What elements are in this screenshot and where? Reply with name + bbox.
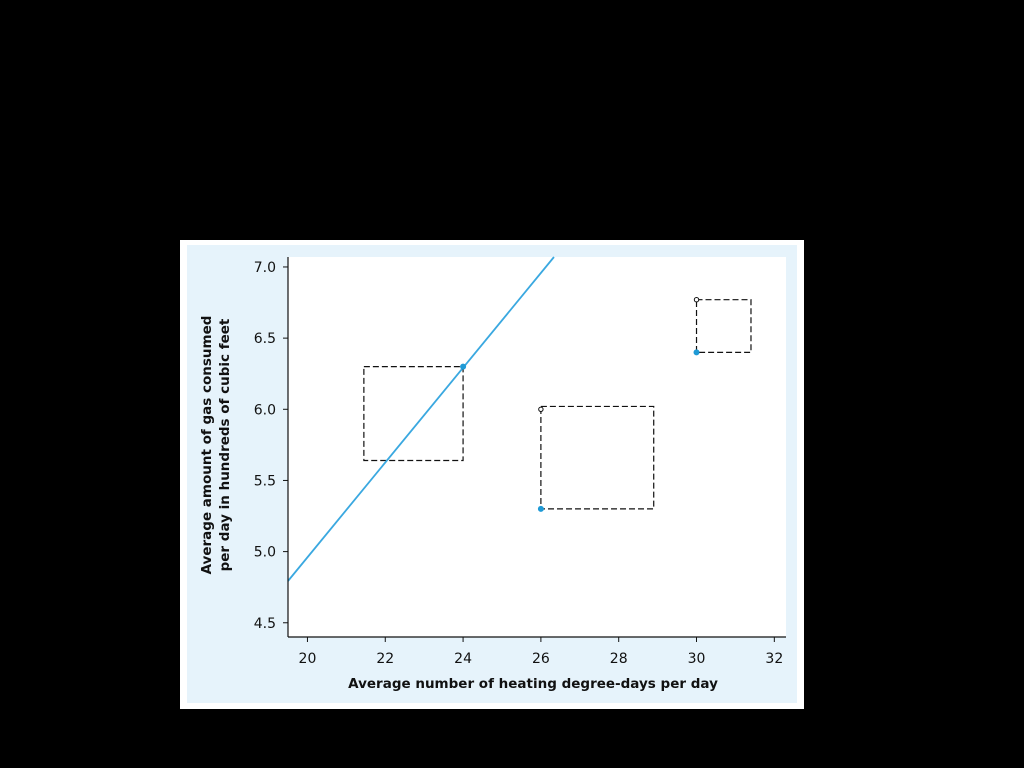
- y-axis-label-line-1: Average amount of gas consumed: [199, 316, 215, 575]
- y-axis-label-line-2: per day in hundreds of cubic feet: [217, 318, 233, 571]
- plot-area: [288, 257, 786, 637]
- x-tick-label-26: 26: [532, 651, 550, 667]
- residual-square-3: [695, 299, 752, 353]
- x-tick-label-24: 24: [454, 651, 472, 667]
- tick-labels: 20 22 24 26 28 30 32 4.5 5.0 5.5 6.0 6.5 7.0: [254, 260, 784, 667]
- x-axis-label: Average number of heating degree-days pe…: [348, 676, 718, 692]
- regression-line: [287, 256, 555, 582]
- residual-square-2: [540, 405, 655, 510]
- x-tick-label-28: 28: [610, 651, 628, 667]
- axes: [287, 257, 786, 638]
- y-tick-label-5.0: 5.0: [254, 545, 276, 561]
- y-tick-label-4.5: 4.5: [254, 616, 276, 632]
- x-tick-label-20: 20: [299, 651, 317, 667]
- x-tick-label-22: 22: [376, 651, 394, 667]
- fitted-point-3: [693, 296, 700, 303]
- y-tick-label-5.5: 5.5: [254, 473, 276, 489]
- data-point-1: [460, 363, 467, 370]
- x-tick-label-30: 30: [688, 651, 706, 667]
- residual-squares: [363, 299, 752, 510]
- data-points: [460, 349, 700, 512]
- fitted-point-2: [538, 406, 544, 412]
- y-tick-label-7.0: 7.0: [254, 260, 276, 276]
- data-point-3: [693, 349, 700, 356]
- residual-square-1: [363, 365, 464, 462]
- x-tick-label-32: 32: [765, 651, 783, 667]
- y-tick-label-6.0: 6.0: [254, 402, 276, 418]
- data-point-2: [537, 505, 544, 512]
- y-tick-label-6.5: 6.5: [254, 331, 276, 347]
